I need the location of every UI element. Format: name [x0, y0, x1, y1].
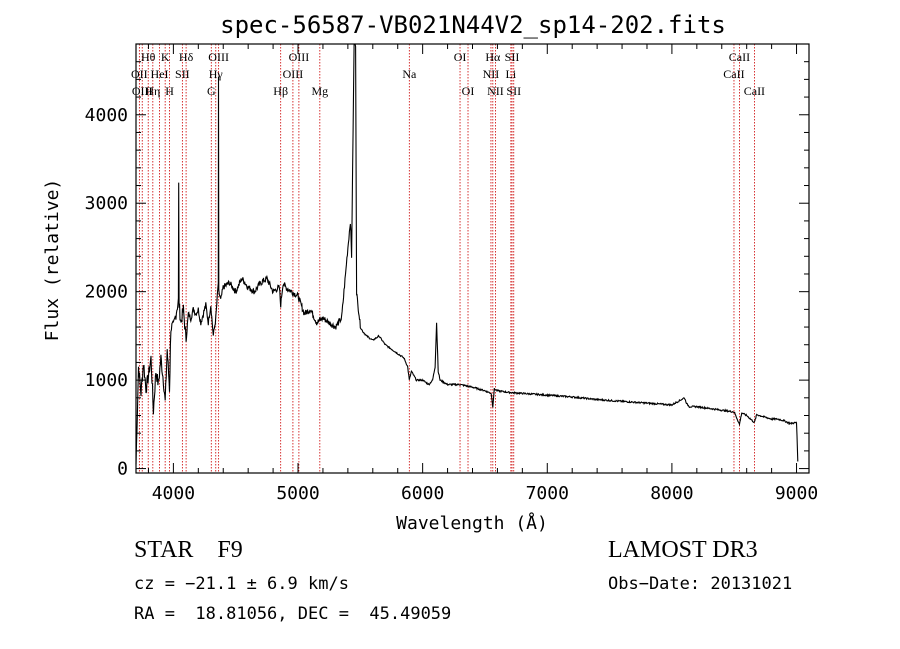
line-label-1: OII — [131, 67, 148, 81]
spectral-line-markers — [138, 44, 755, 473]
line-label-8: Hδ — [179, 50, 194, 64]
line-label-9: OIII — [208, 50, 229, 64]
chart-title: spec-56587-VB021N44V2_sp14-202.fits — [220, 11, 726, 39]
line-label-14: Hβ — [273, 84, 288, 98]
observation-date: Obs−Date: 20131021 — [608, 574, 793, 594]
line-label-3: K — [161, 50, 170, 64]
line-label-6: SII — [175, 67, 190, 81]
y-tick-label-4: 4000 — [85, 105, 128, 126]
line-label-13: OIII — [283, 67, 304, 81]
x-tick-label-3: 7000 — [526, 483, 569, 504]
spectrum-series-line — [135, 43, 799, 465]
line-label-12: OIII — [289, 50, 310, 64]
line-label-23: NII — [487, 84, 504, 98]
line-label-27: CaII — [744, 84, 765, 98]
line-label-7: H — [165, 84, 174, 98]
x-tick-label-4: 8000 — [650, 483, 693, 504]
line-label-15: Mg — [311, 84, 328, 98]
coordinates: RA = 18.81056, DEC = 45.49059 — [134, 604, 452, 624]
line-label-26: CaII — [723, 67, 744, 81]
x-tick-label-1: 5000 — [276, 483, 319, 504]
x-axis: 4000 5000 6000 7000 8000 9000 — [147, 44, 818, 504]
y-tick-label-2: 2000 — [85, 282, 128, 303]
radial-velocity: cz = −21.1 ± 6.9 km/s — [134, 574, 349, 594]
line-label-25: CaII — [729, 50, 750, 64]
x-tick-label-2: 6000 — [401, 483, 444, 504]
line-label-21: NII — [483, 67, 500, 81]
line-label-17: OI — [454, 50, 467, 64]
line-label-11: G — [207, 84, 216, 98]
survey-name: LAMOST DR3 — [608, 537, 758, 563]
line-label-18: OI — [462, 84, 475, 98]
line-label-2: OIII — [132, 84, 153, 98]
line-label-10: Hγ — [209, 67, 224, 81]
object-class: STAR F9 — [134, 537, 243, 563]
plot-frame — [135, 43, 810, 474]
y-tick-label-0: 0 — [117, 459, 128, 480]
y-tick-label-1: 1000 — [85, 370, 128, 391]
y-axis-label: Flux (relative) — [42, 179, 63, 342]
x-tick-label-0: 4000 — [152, 483, 195, 504]
line-label-5: Hη — [145, 84, 160, 98]
x-axis-label: Wavelength (Å) — [396, 512, 548, 534]
x-tick-label-5: 9000 — [775, 483, 818, 504]
line-label-0: Hθ — [141, 50, 156, 64]
line-label-22: Li — [506, 67, 517, 81]
y-tick-label-3: 3000 — [85, 193, 128, 214]
line-label-20: SII — [505, 50, 520, 64]
line-label-16: Na — [402, 67, 417, 81]
y-axis: 0 1000 2000 3000 4000 — [85, 61, 809, 480]
line-label-4: HeI — [151, 67, 169, 81]
line-label-19: Hα — [485, 50, 501, 64]
line-label-24: SII — [506, 84, 521, 98]
